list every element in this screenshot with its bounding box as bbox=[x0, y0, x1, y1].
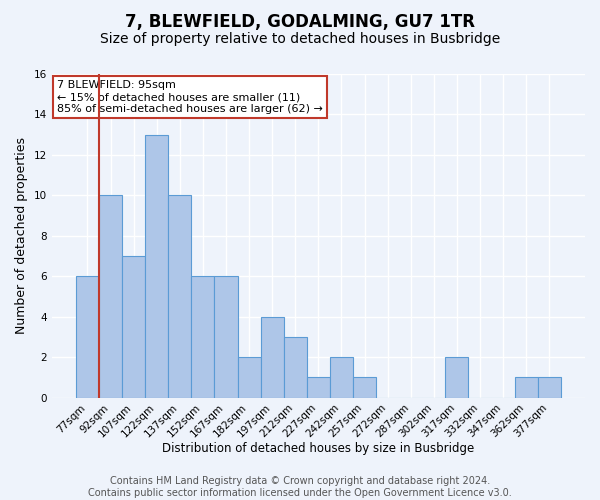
Text: Size of property relative to detached houses in Busbridge: Size of property relative to detached ho… bbox=[100, 32, 500, 46]
Text: Contains HM Land Registry data © Crown copyright and database right 2024.
Contai: Contains HM Land Registry data © Crown c… bbox=[88, 476, 512, 498]
Bar bbox=[145, 134, 168, 398]
Bar bbox=[76, 276, 99, 398]
Bar bbox=[515, 378, 538, 398]
Bar bbox=[214, 276, 238, 398]
Bar bbox=[238, 357, 260, 398]
Text: 7, BLEWFIELD, GODALMING, GU7 1TR: 7, BLEWFIELD, GODALMING, GU7 1TR bbox=[125, 12, 475, 30]
X-axis label: Distribution of detached houses by size in Busbridge: Distribution of detached houses by size … bbox=[162, 442, 475, 455]
Bar bbox=[168, 196, 191, 398]
Bar bbox=[284, 337, 307, 398]
Bar bbox=[353, 378, 376, 398]
Bar bbox=[122, 256, 145, 398]
Bar bbox=[330, 357, 353, 398]
Y-axis label: Number of detached properties: Number of detached properties bbox=[15, 138, 28, 334]
Bar bbox=[538, 378, 561, 398]
Bar bbox=[445, 357, 469, 398]
Bar bbox=[99, 196, 122, 398]
Text: 7 BLEWFIELD: 95sqm
← 15% of detached houses are smaller (11)
85% of semi-detache: 7 BLEWFIELD: 95sqm ← 15% of detached hou… bbox=[57, 80, 323, 114]
Bar bbox=[307, 378, 330, 398]
Bar bbox=[260, 316, 284, 398]
Bar bbox=[191, 276, 214, 398]
